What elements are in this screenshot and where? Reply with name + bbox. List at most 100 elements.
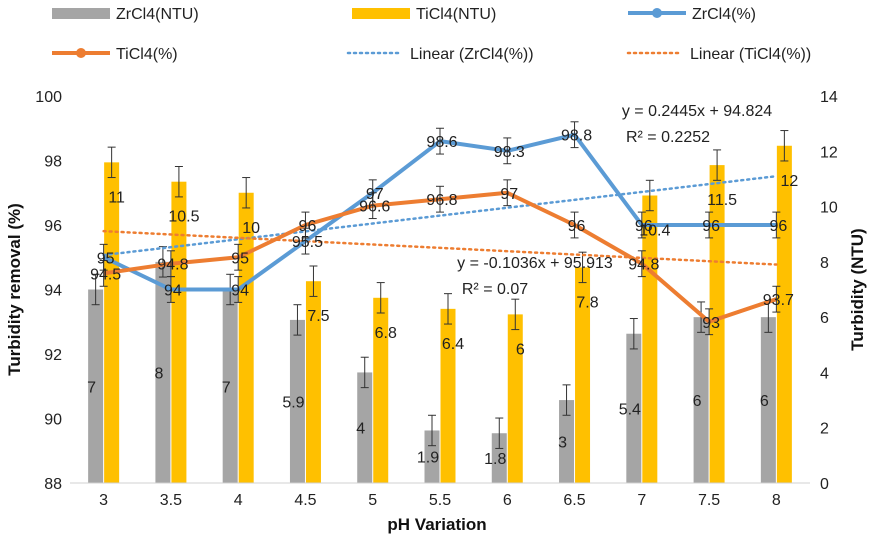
line-data-label: 96 [769, 218, 787, 235]
line-data-label: 94.8 [157, 257, 188, 274]
y-right-tick-label: 10 [820, 200, 838, 217]
trendline-path [102, 174, 778, 257]
line-data-label: 95.5 [292, 234, 323, 251]
legend-item: ZrCl4(%) [628, 6, 756, 23]
line-data-label: 94 [164, 283, 182, 300]
bar-data-label: 7.8 [576, 294, 598, 311]
x-tick-label: 5 [368, 492, 377, 509]
bar [289, 319, 305, 483]
bar [760, 317, 776, 483]
bar-data-label: 6.4 [442, 336, 464, 353]
legend-label: Linear (ZrCl4(%)) [410, 46, 534, 63]
line-data-label: 96.6 [359, 199, 390, 216]
y-left-tick-label: 98 [44, 154, 62, 171]
bar-data-label: 6 [693, 393, 702, 410]
legend-item: Linear (ZrCl4(%)) [346, 46, 534, 63]
bar [373, 297, 389, 483]
y-left-tick-label: 92 [44, 347, 62, 364]
y-left-tick-label: 90 [44, 412, 62, 429]
line-data-label: 94 [231, 283, 249, 300]
bar [88, 289, 104, 483]
legend-marker [652, 8, 662, 18]
y-right-tick-label: 6 [820, 310, 829, 327]
line-data-label: 95 [231, 250, 249, 267]
y-left-tick-label: 88 [44, 476, 62, 493]
x-tick-label: 4.5 [294, 492, 316, 509]
bar [693, 317, 709, 483]
y-left-axis-title: Turbidity removal (%) [5, 203, 24, 376]
bar-series-0 [88, 246, 776, 483]
bar-data-label: 6 [760, 393, 769, 410]
legend-swatch [52, 8, 110, 19]
y-right-tick-label: 0 [820, 476, 829, 493]
legend-marker [76, 48, 86, 58]
bar [507, 314, 523, 483]
bar [222, 289, 238, 483]
line-data-label: 93 [702, 315, 720, 332]
line-data-label: 98.8 [561, 128, 592, 145]
bar-data-label: 3 [558, 435, 567, 452]
legend-label: ZrCl4(NTU) [116, 6, 199, 23]
y-right-tick-label: 12 [820, 144, 838, 161]
line-data-label: 96 [299, 218, 317, 235]
bar [559, 400, 575, 483]
line-data-label: 94.8 [628, 257, 659, 274]
legend-swatch [352, 8, 410, 19]
bar [305, 281, 321, 483]
bar-data-label: 11.5 [707, 192, 737, 209]
bar-data-label: 7 [222, 379, 231, 396]
trendline-r2: R² = 0.07 [462, 281, 528, 298]
legend-item: TiCl4(%) [52, 46, 178, 63]
x-tick-label: 7.5 [698, 492, 720, 509]
trendline-path [102, 229, 778, 266]
bar-data-label: 8 [154, 365, 163, 382]
legend-label: TiCl4(NTU) [416, 6, 496, 23]
y-right-axis-title: Turbidity (NTU) [848, 228, 867, 350]
plot-area: 7 8 7 5.9 4 1.9 1.8 3 5.4 6 6 11 10.5 10 7.5 6.8 6.4 6 7.8… [87, 121, 798, 484]
y-right-tick-label: 14 [820, 89, 838, 106]
line-data-label: 98.3 [494, 144, 525, 161]
bar [440, 308, 456, 483]
bar-data-label: 12 [780, 173, 798, 190]
bar [575, 267, 591, 483]
bar-data-label: 1.8 [484, 451, 506, 468]
bar-data-label: 5.9 [282, 394, 304, 411]
line-data-label: 96 [568, 218, 586, 235]
y-left-tick-label: 100 [35, 89, 62, 106]
trendline-annotations: y = 0.2445x + 94.824 R² = 0.2252 y = -0.10… [457, 103, 772, 298]
legend-item: TiCl4(NTU) [352, 6, 496, 23]
bar [155, 261, 171, 483]
bar [626, 333, 642, 483]
bar-data-label: 11 [108, 189, 125, 206]
line-series-1 [99, 179, 781, 336]
x-tick-label: 5.5 [429, 492, 451, 509]
y-right-tick-label: 2 [820, 421, 829, 438]
legend-label: ZrCl4(%) [692, 6, 756, 23]
line-data-label: 97 [366, 186, 384, 203]
line-data-label: 93.7 [763, 292, 794, 309]
x-axis-title: pH Variation [387, 515, 486, 534]
x-tick-label: 3.5 [160, 492, 182, 509]
bar-series-1 [104, 130, 792, 484]
bar [238, 192, 254, 483]
x-tick-label: 6 [503, 492, 512, 509]
legend-label: TiCl4(%) [116, 46, 178, 63]
line-data-label: 97 [500, 186, 518, 203]
line-data-label: 98.6 [426, 134, 457, 151]
line-data-label: 96.8 [426, 192, 457, 209]
y-left-tick-label: 94 [44, 283, 62, 300]
legend-item: Linear (TiCl4(%)) [626, 46, 811, 63]
x-tick-label: 4 [234, 492, 243, 509]
bar [424, 430, 440, 483]
bar-data-label: 5.4 [619, 401, 641, 418]
x-tick-label: 7 [637, 492, 646, 509]
line-data-label: 94.5 [90, 266, 121, 283]
x-tick-label: 6.5 [563, 492, 585, 509]
line-data-label: 95 [97, 250, 115, 267]
trendline-r2: R² = 0.2252 [626, 129, 710, 146]
line-data-label: 96 [702, 218, 720, 235]
bar [709, 165, 725, 483]
trendline-equation: y = 0.2445x + 94.824 [622, 103, 772, 120]
